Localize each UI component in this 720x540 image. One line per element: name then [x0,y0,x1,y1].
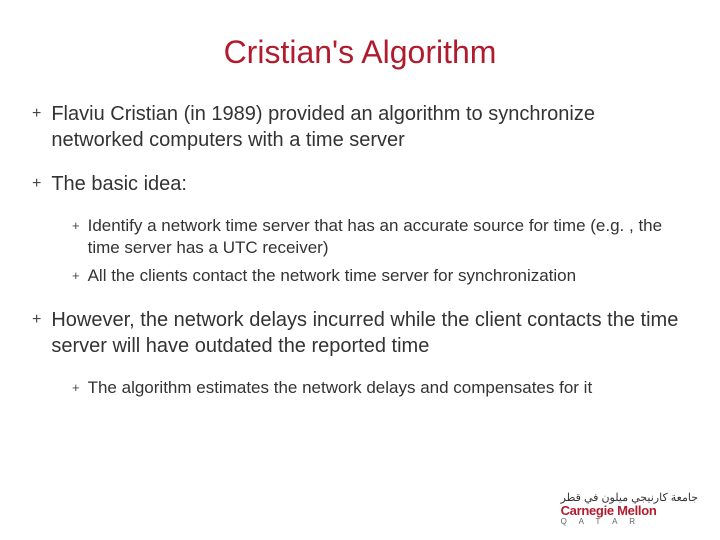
plus-icon: + [72,265,80,287]
bullet-text: Identify a network time server that has … [88,215,688,259]
bullet-item: + Flaviu Cristian (in 1989) provided an … [32,101,688,153]
bullet-item: + Identify a network time server that ha… [32,215,688,259]
wordmark-top: Carnegie Mellon [561,504,698,517]
plus-icon: + [72,215,80,237]
plus-icon: + [32,101,41,127]
bullet-group: + However, the network delays incurred w… [32,307,688,399]
bullet-text: All the clients contact the network time… [88,265,577,287]
bullet-text: Flaviu Cristian (in 1989) provided an al… [51,101,688,153]
wordmark: Carnegie Mellon Q A T A R [561,504,698,526]
bullet-item: + The algorithm estimates the network de… [32,377,688,399]
slide: Cristian's Algorithm + Flaviu Cristian (… [0,0,720,540]
plus-icon: + [32,171,41,197]
bullet-item: + The basic idea: [32,171,688,197]
plus-icon: + [32,307,41,333]
slide-title: Cristian's Algorithm [32,34,688,71]
bullet-text: However, the network delays incurred whi… [51,307,688,359]
bullet-group: + The basic idea: + Identify a network t… [32,171,688,287]
slide-content: + Flaviu Cristian (in 1989) provided an … [32,101,688,399]
bullet-item: + All the clients contact the network ti… [32,265,688,287]
bullet-text: The algorithm estimates the network dela… [88,377,593,399]
bullet-item: + However, the network delays incurred w… [32,307,688,359]
wordmark-bottom: Q A T A R [561,518,698,526]
footer-text-block: جامعة كارنيجي ميلون في قطر Carnegie Mell… [561,491,698,526]
plus-icon: + [72,377,80,399]
bullet-text: The basic idea: [51,171,187,197]
footer-logo: جامعة كارنيجي ميلون في قطر Carnegie Mell… [561,491,698,526]
